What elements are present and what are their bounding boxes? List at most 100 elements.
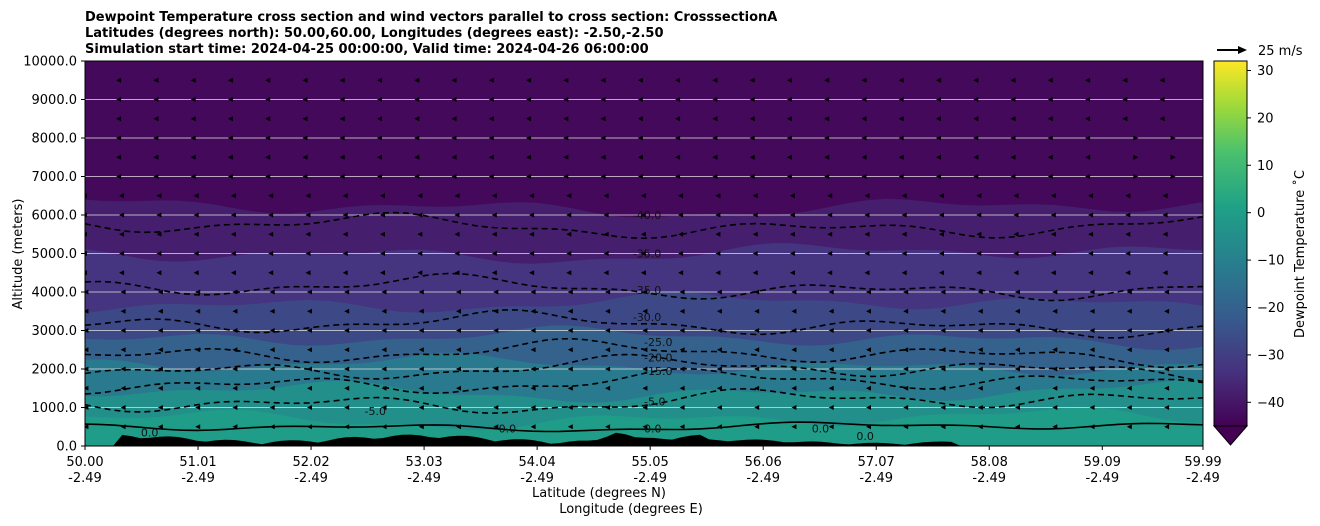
wind-vector <box>269 385 275 391</box>
wind-vector <box>268 251 274 256</box>
wind-vector <box>861 97 867 102</box>
wind-vector <box>342 270 348 276</box>
x-tick-label-longitude: -2.49 <box>1085 471 1119 486</box>
wind-vector <box>1089 347 1095 353</box>
wind-vector <box>1013 270 1019 276</box>
wind-vector <box>1125 212 1131 218</box>
wind-vector <box>1052 328 1058 333</box>
wind-vector <box>973 135 979 141</box>
wind-vector <box>493 347 499 353</box>
wind-vector <box>827 212 833 218</box>
y-tick-label: 5000.0 <box>32 247 78 262</box>
wind-vector <box>566 212 572 218</box>
wind-vector <box>190 154 196 160</box>
wind-vector <box>116 77 122 83</box>
wind-vector <box>120 385 126 391</box>
wind-vector <box>307 385 312 391</box>
wind-vector <box>1010 116 1016 122</box>
wind-vector <box>861 174 867 179</box>
wind-vector <box>1050 251 1056 256</box>
wind-vector <box>377 116 382 122</box>
wind-vector <box>417 270 423 276</box>
quiver-key: 25 m/s <box>1217 44 1303 59</box>
wind-vector <box>716 328 722 333</box>
wind-vector <box>1050 270 1056 276</box>
y-tick-label: 2000.0 <box>32 363 78 378</box>
wind-vector <box>1052 347 1058 353</box>
wind-vector <box>828 328 834 333</box>
wind-vector <box>530 366 536 372</box>
wind-vector <box>973 174 979 179</box>
wind-vector <box>85 270 87 276</box>
wind-vector <box>637 174 643 179</box>
wind-vector <box>824 174 830 179</box>
wind-vector <box>679 366 685 372</box>
wind-vector <box>227 97 233 102</box>
wind-vector <box>269 405 275 410</box>
wind-vector <box>456 385 461 391</box>
wind-vector <box>567 328 573 333</box>
wind-vector <box>1089 424 1095 430</box>
contour-label: -40.0 <box>633 209 661 222</box>
wind-vector <box>789 251 795 256</box>
wind-vector <box>1085 135 1091 141</box>
wind-vector <box>566 193 572 199</box>
wind-vector <box>563 77 569 83</box>
wind-vector <box>451 77 457 83</box>
x-tick-label-longitude: -2.49 <box>746 471 780 486</box>
wind-vector <box>230 231 236 237</box>
wind-vector <box>156 231 162 237</box>
wind-vector <box>157 385 163 391</box>
wind-vector <box>190 97 196 102</box>
wind-vector <box>939 270 944 276</box>
wind-vector <box>679 405 685 410</box>
wind-vector <box>339 116 345 122</box>
x-tick-label-latitude: 51.01 <box>179 455 216 470</box>
wind-vector <box>605 366 611 372</box>
wind-vector <box>1052 366 1058 372</box>
chart-title-line-2: Latitudes (degrees north): 50.00,60.00, … <box>85 26 664 41</box>
wind-vector <box>637 116 643 122</box>
wind-vector <box>1052 289 1058 295</box>
wind-vector <box>116 154 122 160</box>
wind-vector <box>1089 308 1095 314</box>
wind-vector <box>307 366 312 372</box>
wind-vector <box>1126 347 1132 353</box>
wind-vector <box>642 308 648 314</box>
wind-vector <box>377 135 382 141</box>
wind-vector <box>973 77 979 83</box>
wind-vector <box>195 308 201 314</box>
wind-vector <box>866 347 871 353</box>
wind-vector <box>789 212 795 218</box>
wind-vector <box>642 405 648 410</box>
wind-vector <box>493 289 499 295</box>
wind-vector <box>861 77 867 83</box>
wind-vector <box>156 251 162 256</box>
wind-vector <box>195 424 201 430</box>
wind-vector <box>305 212 311 218</box>
wind-vector <box>827 193 833 199</box>
wind-vector <box>936 174 941 179</box>
wind-vector <box>1047 77 1053 83</box>
wind-vector <box>1162 231 1168 237</box>
wind-vector <box>85 424 89 430</box>
wind-vector <box>454 231 460 237</box>
wind-vector <box>752 212 758 218</box>
x-tick-label-latitude: 59.09 <box>1084 455 1121 470</box>
colorbar-extend-min-triangle <box>1212 425 1249 446</box>
wind-vector <box>342 251 348 256</box>
x-tick-label-longitude: -2.49 <box>68 471 102 486</box>
wind-vector <box>451 154 457 160</box>
wind-vector <box>530 405 536 410</box>
wind-vector <box>600 154 606 160</box>
wind-vector <box>754 289 760 295</box>
wind-vector <box>381 366 387 372</box>
wind-vector <box>157 405 163 410</box>
wind-vector <box>193 212 199 218</box>
wind-vector <box>716 424 722 430</box>
wind-vector <box>305 231 311 237</box>
wind-vector <box>715 251 721 256</box>
wind-vector <box>675 77 681 83</box>
wind-vector <box>454 270 460 276</box>
